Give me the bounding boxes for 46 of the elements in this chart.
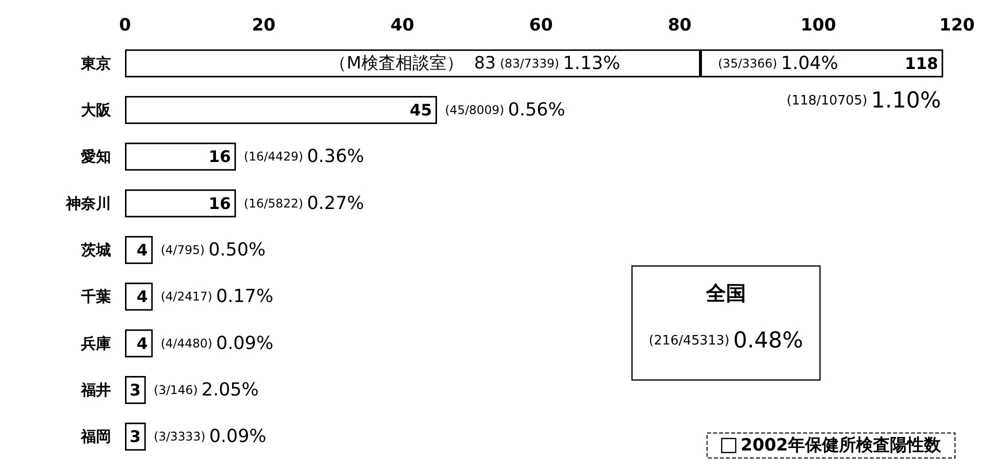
annotation: 全国 [705,281,746,305]
x-tick-label: 20 [252,16,276,36]
y-tick-label: 東京 [80,54,111,72]
data-label: 3 [130,427,141,446]
annotation: (4/4480) 0.09% [160,332,274,354]
data-label: 16 [208,194,231,213]
y-tick-label: 千葉 [80,288,111,306]
bar [125,236,153,264]
data-label: 3 [130,380,141,400]
x-tick-label: 40 [390,16,414,36]
text: （M検査相談室） 83 [330,53,496,74]
data-label: 45 [410,100,432,120]
annotation: (3/146) 2.05% [154,380,259,400]
annotation: (16/5822) 0.27% [244,192,364,214]
annotation: (45/8009) 0.56% [445,100,566,120]
data-label: 4 [136,334,148,353]
annotation: (35/3366) 1.04% [718,52,838,74]
y-tick-label: 愛知 [81,148,111,166]
annotation: (4/795) 0.50% [160,240,266,260]
bar [125,189,236,218]
y-tick-label: 大阪 [81,101,112,119]
data-label: 4 [136,240,148,260]
x-tick-label: 60 [529,16,553,36]
legend-label: 2002年保健所検査陽性数 [740,436,942,456]
bar [125,96,437,124]
bar [125,142,236,171]
x-tick-label: 120 [939,16,975,36]
annotation: (4/2417) 0.17% [160,286,274,308]
bar [125,329,153,358]
bar [125,282,153,311]
y-tick-label: 茨城 [80,241,111,259]
y-tick-label: 福井 [80,381,111,399]
annotation: (216/45313) 0.48% [648,328,804,354]
annotation: (16/4429) 0.36% [244,146,364,168]
total-label: 118 [904,54,938,73]
data-label: 4 [136,287,148,306]
y-tick-label: 福岡 [80,428,111,446]
x-tick-label: 80 [668,16,692,36]
y-tick-label: 兵庫 [80,334,111,352]
annotation: (3/3333) 0.09% [154,426,266,448]
x-tick-label: 100 [800,16,836,36]
x-tick-label: 0 [119,16,132,36]
data-label: 16 [208,147,231,166]
annotation: (83/7339) 1.13% [500,52,620,74]
annotation: (118/10705) 1.10% [786,88,941,114]
y-tick-label: 神奈川 [65,194,111,212]
